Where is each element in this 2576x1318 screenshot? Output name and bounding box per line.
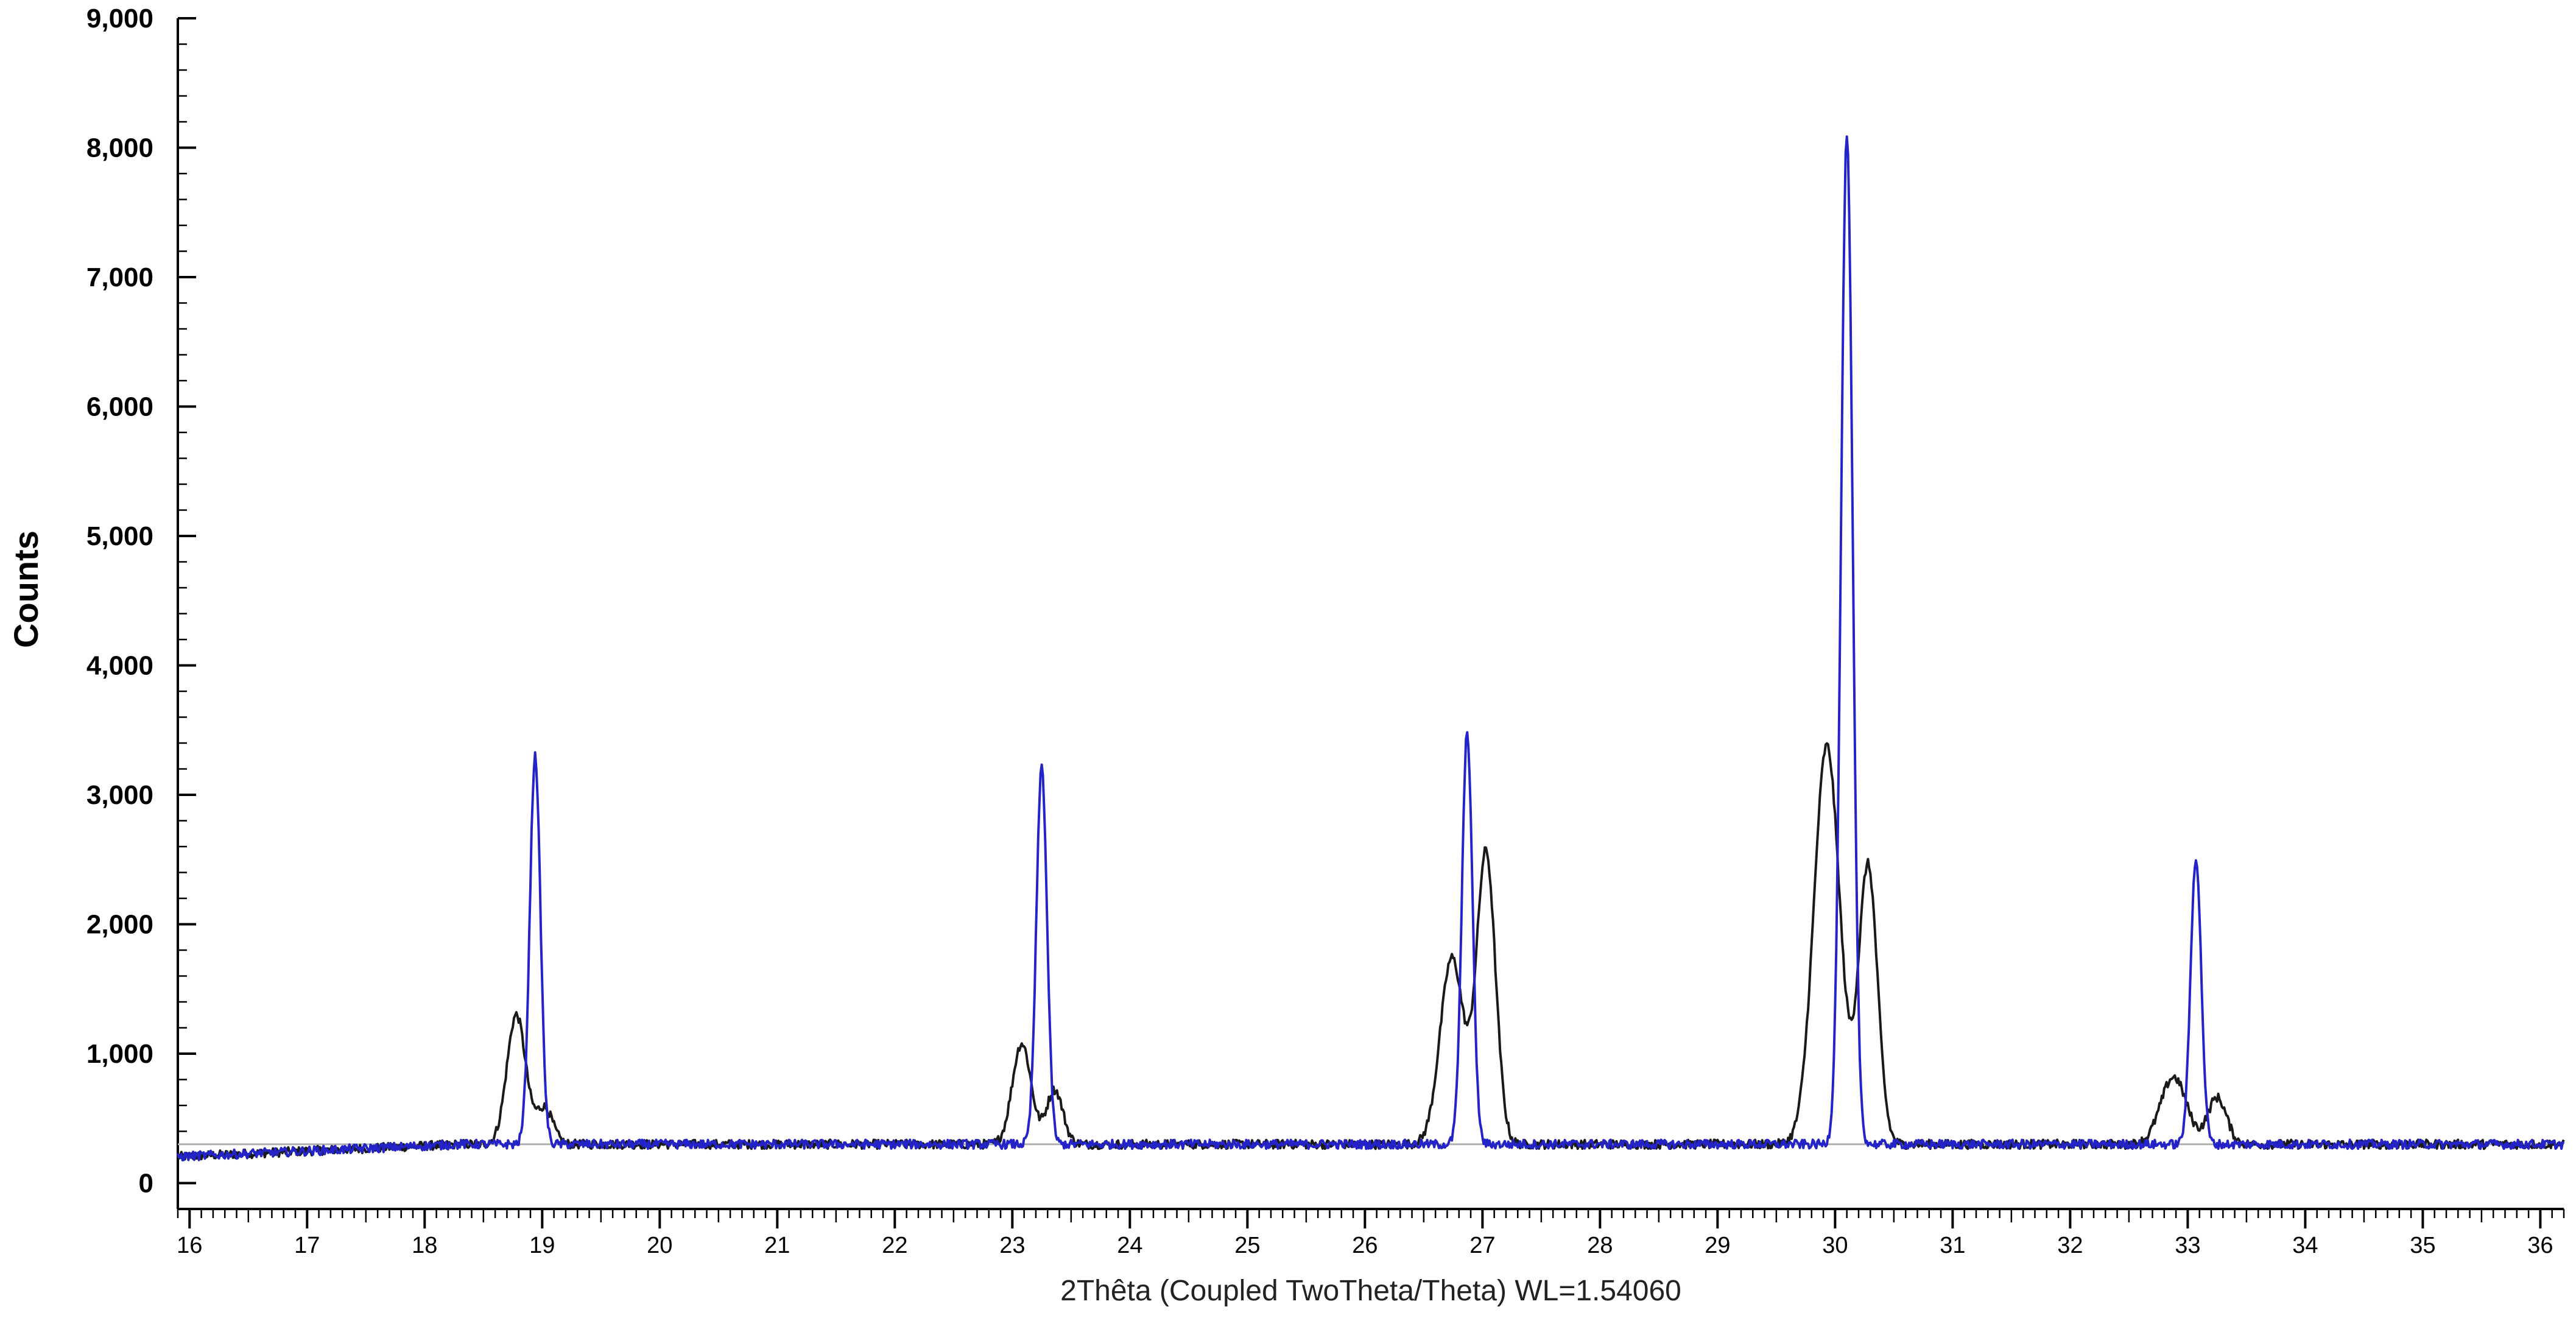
x-tick-label: 36	[2527, 1233, 2553, 1258]
x-tick-label: 32	[2057, 1233, 2083, 1258]
y-tick-label: 4,000	[86, 651, 153, 681]
x-tick-label: 25	[1234, 1233, 1260, 1258]
y-ticks: 0 1,000 2,000 3,000 4,000 5,000 6,000 7,000 8,00…	[86, 4, 196, 1199]
x-axis-label: 2Thêta (Coupled TwoTheta/Theta) WL=1.540…	[1060, 1275, 1681, 1307]
x-ticks: 16 17 18 19 20 21 22 23 24 25 26 27 28 29 30 31 32 33 34 35…	[177, 1209, 2565, 1258]
x-tick-label: 29	[1705, 1233, 1730, 1258]
x-tick-label: 19	[529, 1233, 555, 1258]
y-tick-label: 3,000	[86, 780, 153, 810]
x-tick-label: 35	[2410, 1233, 2435, 1258]
series-layer	[177, 135, 2565, 1161]
series-line-blue	[177, 135, 2565, 1161]
x-tick-label: 27	[1469, 1233, 1495, 1258]
y-tick-label: 9,000	[86, 4, 153, 33]
x-tick-label: 26	[1352, 1233, 1378, 1258]
x-tick-label: 31	[1940, 1233, 1965, 1258]
x-tick-label: 16	[177, 1233, 202, 1258]
y-tick-label: 0	[139, 1169, 153, 1199]
x-tick-label: 30	[1822, 1233, 1848, 1258]
x-tick-label: 21	[764, 1233, 790, 1258]
x-tick-label: 33	[2175, 1233, 2200, 1258]
x-tick-label: 18	[412, 1233, 437, 1258]
x-tick-label: 24	[1117, 1233, 1142, 1258]
x-tick-label: 34	[2292, 1233, 2318, 1258]
y-tick-label: 5,000	[86, 521, 153, 551]
x-tick-label: 17	[294, 1233, 320, 1258]
x-tick-label: 22	[882, 1233, 907, 1258]
x-tick-label: 28	[1587, 1233, 1613, 1258]
y-tick-label: 6,000	[86, 392, 153, 422]
y-axis-label: Counts	[7, 530, 45, 648]
y-tick-label: 8,000	[86, 133, 153, 163]
x-tick-label: 23	[999, 1233, 1025, 1258]
y-tick-label: 1,000	[86, 1039, 153, 1069]
y-tick-label: 7,000	[86, 263, 153, 292]
y-tick-label: 2,000	[86, 910, 153, 940]
x-tick-label: 20	[647, 1233, 672, 1258]
